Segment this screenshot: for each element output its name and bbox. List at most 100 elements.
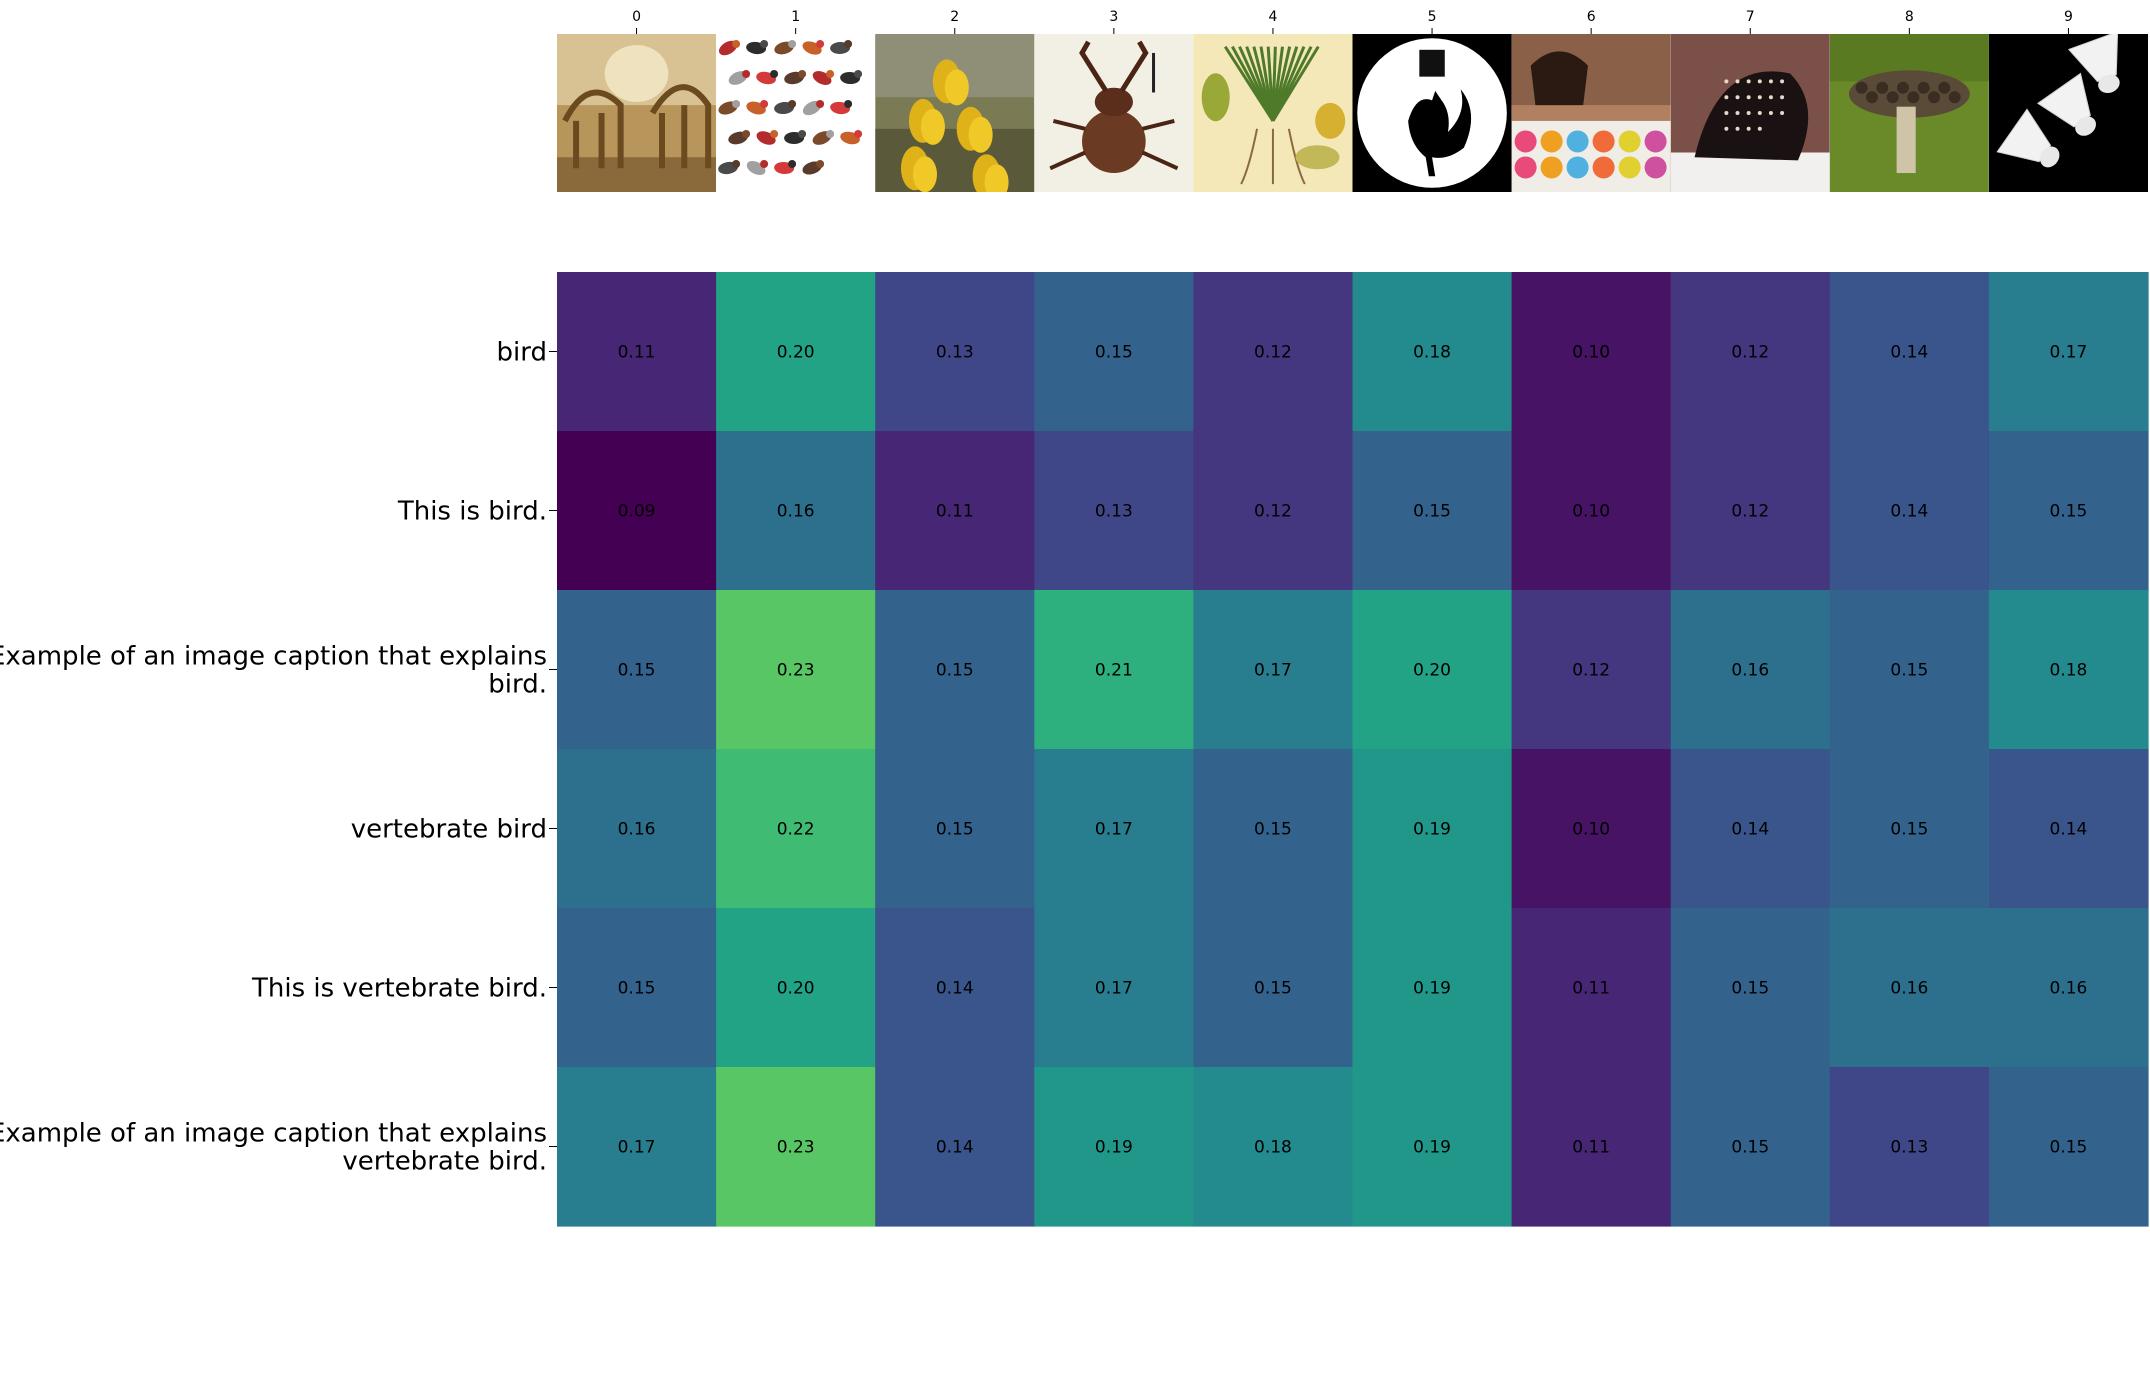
image-thumbnails xyxy=(557,34,2148,192)
cell-value-label: 0.15 xyxy=(1254,820,1292,840)
heatmap-cell-r1-c4 xyxy=(1193,431,1354,591)
cell-value-label: 0.17 xyxy=(2050,343,2088,363)
cell-value-label: 0.16 xyxy=(618,820,656,840)
cell-value-label: 0.12 xyxy=(1731,502,1769,522)
beetle-icon xyxy=(1034,34,1194,192)
row-label: This is vertebrate bird. xyxy=(251,974,547,1004)
heatmap-cell-r0-c9 xyxy=(1988,272,2149,432)
cell-value-label: 0.10 xyxy=(1572,820,1610,840)
yellow-orchid-icon xyxy=(875,34,1035,192)
cell-value-label: 0.19 xyxy=(1095,1138,1133,1158)
heatmap-cell-r1-c9 xyxy=(1988,431,2149,591)
heatmap-cell-r3-c4 xyxy=(1193,749,1354,909)
heatmap-cells: 0.11 0.20 0.13 0.15 0.12 0.18 0.10 0.12 0.14 0.17… xyxy=(557,272,2149,1227)
cell-value-label: 0.14 xyxy=(1890,343,1928,363)
heatmap-cell-r4-c4 xyxy=(1193,908,1354,1068)
y-axis-ticks: bird This is bird. Example of an image cap… xyxy=(0,338,557,1177)
cell-value-label: 0.22 xyxy=(777,820,815,840)
row-label: Example of an image caption that explain… xyxy=(0,642,547,700)
mushroom-on-moss-icon xyxy=(1829,34,1989,192)
cell-value-label: 0.14 xyxy=(936,979,974,999)
museum-skeletons-icon xyxy=(557,34,717,192)
shuttlecocks-icon xyxy=(1988,34,2148,192)
cell-value-label: 0.17 xyxy=(1095,820,1133,840)
cell-value-label: 0.15 xyxy=(2050,502,2088,522)
heatmap-cell-r1-c5 xyxy=(1352,431,1513,591)
heatmap-cell-r4-c1 xyxy=(716,908,876,1068)
heatmap-cell-r4-c8 xyxy=(1829,908,1990,1068)
heatmap-cell-r0-c1 xyxy=(716,272,876,432)
heatmap-cell-r2-c0 xyxy=(557,590,717,750)
heatmap-cell-r0-c8 xyxy=(1829,272,1990,432)
heatmap-cell-r0-c5 xyxy=(1352,272,1513,432)
heatmap-cell-r0-c2 xyxy=(875,272,1035,432)
row-label: Example of an image caption that explain… xyxy=(0,1119,547,1177)
cell-value-label: 0.13 xyxy=(1890,1138,1928,1158)
cell-value-label: 0.15 xyxy=(1095,343,1133,363)
heatmap-cell-r3-c8 xyxy=(1829,749,1990,909)
heatmap-cell-r3-c0 xyxy=(557,749,717,909)
x-tick-label: 4 xyxy=(1268,9,1277,25)
cell-value-label: 0.11 xyxy=(1572,1138,1610,1158)
cell-value-label: 0.19 xyxy=(1413,820,1451,840)
heatmap-cell-r1-c2 xyxy=(875,431,1035,591)
heatmap-cell-r5-c8 xyxy=(1829,1067,1990,1227)
x-tick-label: 5 xyxy=(1428,9,1437,25)
x-tick-label: 3 xyxy=(1109,9,1118,25)
heatmap-cell-r3-c2 xyxy=(875,749,1035,909)
cell-value-label: 0.15 xyxy=(1731,979,1769,999)
row-label: vertebrate bird xyxy=(351,815,547,845)
cell-value-label: 0.12 xyxy=(1731,343,1769,363)
cell-value-label: 0.16 xyxy=(777,502,815,522)
heatmap-cell-r4-c0 xyxy=(557,908,717,1068)
heatmap-cell-r3-c5 xyxy=(1352,749,1513,909)
heatmap-cell-r5-c5 xyxy=(1352,1067,1513,1227)
heatmap-cell-r3-c3 xyxy=(1034,749,1194,909)
heatmap-cell-r1-c1 xyxy=(716,431,876,591)
cell-value-label: 0.18 xyxy=(1413,343,1451,363)
heatmap-cell-r2-c1 xyxy=(716,590,876,750)
cell-value-label: 0.16 xyxy=(1731,661,1769,681)
heatmap-cell-r2-c6 xyxy=(1511,590,1672,750)
heatmap-cell-r4-c2 xyxy=(875,908,1035,1068)
heatmap-cell-r0-c3 xyxy=(1034,272,1194,432)
botanical-plant-illustration-icon xyxy=(1193,34,1353,192)
heatmap-cell-r0-c0 xyxy=(557,272,717,432)
cell-value-label: 0.17 xyxy=(1095,979,1133,999)
cell-value-label: 0.15 xyxy=(1890,661,1928,681)
heatmap-cell-r5-c7 xyxy=(1670,1067,1831,1227)
heatmap-cell-r2-c5 xyxy=(1352,590,1513,750)
rooster-silhouette-icon xyxy=(1352,34,1512,192)
cell-value-label: 0.12 xyxy=(1254,343,1292,363)
row-label: bird xyxy=(497,338,547,368)
cell-value-label: 0.15 xyxy=(936,820,974,840)
cell-value-label: 0.20 xyxy=(1413,661,1451,681)
cell-value-label: 0.20 xyxy=(777,979,815,999)
cell-value-label: 0.15 xyxy=(936,661,974,681)
cell-value-label: 0.10 xyxy=(1572,502,1610,522)
dark-mushroom-cap-icon xyxy=(1670,34,1830,192)
cell-value-label: 0.12 xyxy=(1572,661,1610,681)
cell-value-label: 0.15 xyxy=(1413,502,1451,522)
cell-value-label: 0.15 xyxy=(1254,979,1292,999)
cell-value-label: 0.15 xyxy=(618,661,656,681)
x-axis-ticks: 0 1 2 3 4 5 6 7 8 9 xyxy=(632,9,2073,34)
heatmap-cell-r2-c8 xyxy=(1829,590,1990,750)
x-tick-label: 1 xyxy=(791,9,800,25)
heatmap-cell-r2-c2 xyxy=(875,590,1035,750)
cell-value-label: 0.11 xyxy=(1572,979,1610,999)
cell-value-label: 0.19 xyxy=(1413,979,1451,999)
cell-value-label: 0.14 xyxy=(936,1138,974,1158)
cell-value-label: 0.14 xyxy=(1731,820,1769,840)
x-tick-label: 9 xyxy=(2064,9,2073,25)
cell-value-label: 0.15 xyxy=(1731,1138,1769,1158)
cell-value-label: 0.10 xyxy=(1572,343,1610,363)
cell-value-label: 0.23 xyxy=(777,1138,815,1158)
heatmap-cell-r2-c9 xyxy=(1988,590,2149,750)
heatmap-cell-r1-c6 xyxy=(1511,431,1672,591)
heatmap-cell-r1-c8 xyxy=(1829,431,1990,591)
cell-value-label: 0.16 xyxy=(2050,979,2088,999)
heatmap-cell-r2-c4 xyxy=(1193,590,1354,750)
cell-value-label: 0.11 xyxy=(936,502,974,522)
